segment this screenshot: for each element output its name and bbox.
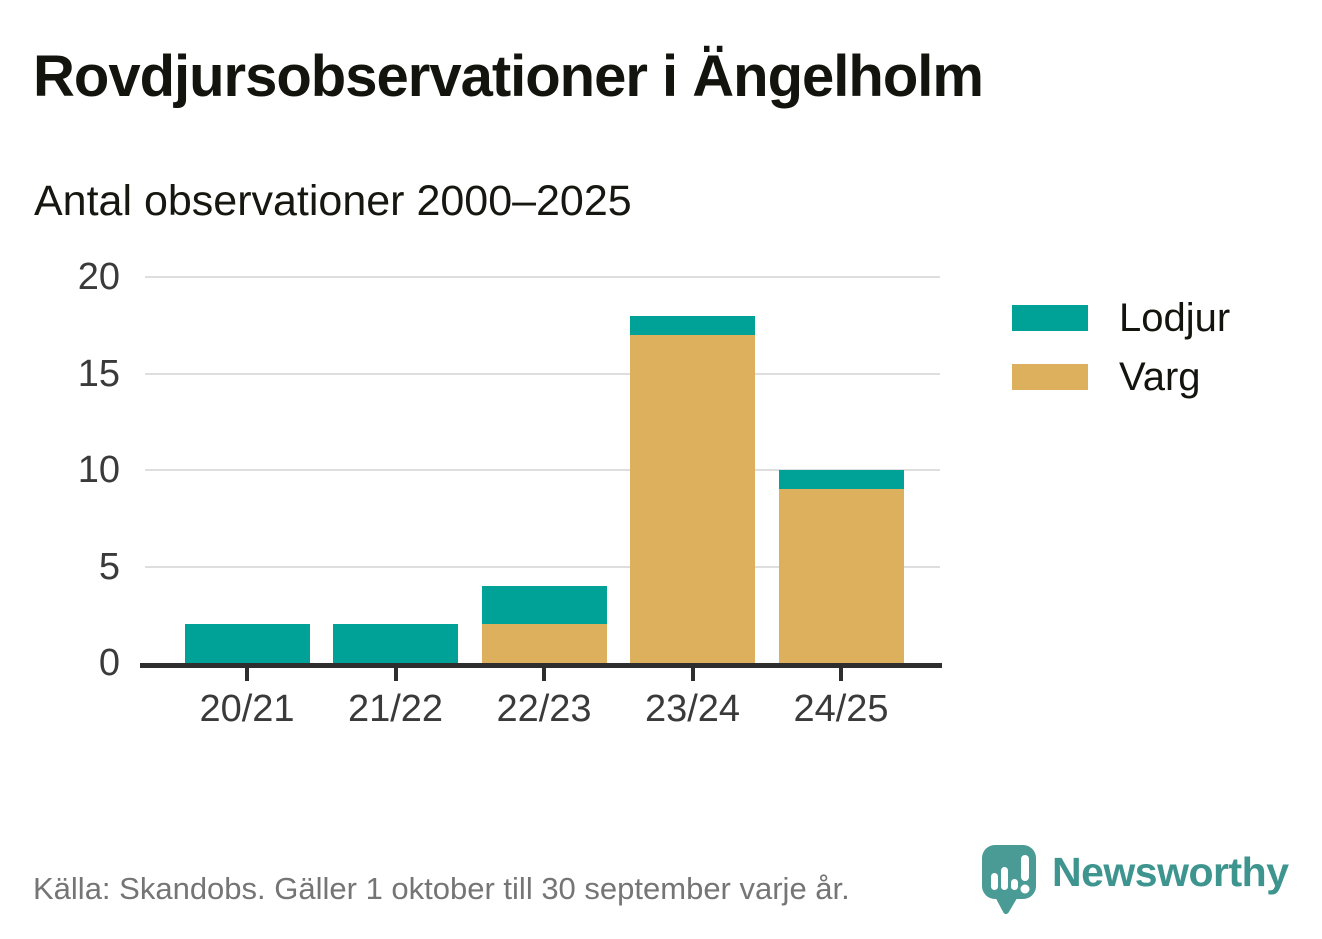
- gridline-10: [145, 469, 940, 471]
- x-tick-20-21: [245, 668, 249, 681]
- bar-20-21-lodjur: [184, 624, 310, 663]
- brand-logo: Newsworthy: [982, 845, 1289, 919]
- chart-title: Rovdjursobservationer i Ängelholm: [33, 44, 984, 109]
- y-tick-label-0: 0: [98, 642, 120, 684]
- source-note: Källa: Skandobs. Gäller 1 oktober till 3…: [33, 871, 850, 906]
- x-label-20-21: 20/21: [199, 688, 295, 730]
- x-tick-23-24: [690, 668, 695, 681]
- y-tick-label-5: 5: [98, 545, 120, 588]
- y-tick-label-15: 15: [77, 352, 120, 395]
- x-label-22-23: 22/23: [496, 688, 592, 730]
- legend-item-lodjur: Lodjur: [1012, 298, 1230, 338]
- bar-21-22-lodjur: [333, 624, 458, 663]
- x-label-21-22: 21/22: [347, 688, 444, 730]
- legend-swatch-varg: [1012, 364, 1088, 390]
- bar-23-24-lodjur: [630, 315, 755, 335]
- bar-22-23-varg: [481, 624, 607, 663]
- gridline-20: [145, 276, 940, 278]
- bar-24-25-lodjur: [778, 470, 904, 490]
- legend-label-varg: Varg: [1119, 355, 1201, 399]
- legend-label-lodjur: Lodjur: [1119, 296, 1231, 340]
- gridline-15: [145, 372, 940, 375]
- x-tick-21-22: [393, 668, 398, 681]
- bar-23-24-varg: [630, 334, 755, 663]
- x-label-24-25: 24/25: [793, 688, 889, 730]
- x-label-23-24: 23/24: [644, 688, 741, 730]
- newsworthy-logo-icon: [982, 845, 1036, 914]
- y-tick-label-10: 10: [77, 449, 120, 491]
- bar-24-25-varg: [778, 489, 904, 663]
- brand-wordmark: Newsworthy: [1052, 849, 1289, 895]
- gridline-5: [145, 565, 940, 568]
- legend-swatch-lodjur: [1012, 305, 1088, 331]
- bar-22-23-lodjur: [481, 585, 607, 625]
- y-tick-label-20: 20: [77, 256, 120, 298]
- legend-item-varg: Varg: [1012, 357, 1230, 397]
- x-axis-line: [140, 663, 942, 668]
- x-tick-24-25: [839, 668, 843, 681]
- chart-subtitle: Antal observationer 2000–2025: [34, 177, 632, 225]
- x-tick-22-23: [542, 668, 546, 681]
- legend: Lodjur Varg: [1012, 298, 1230, 423]
